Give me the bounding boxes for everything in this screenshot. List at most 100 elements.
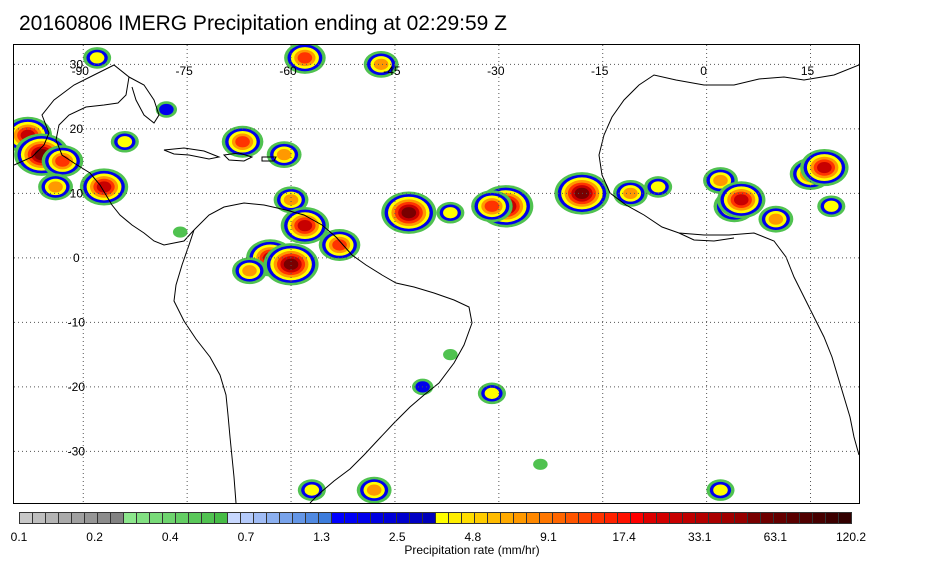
colorbar-swatch bbox=[422, 512, 436, 524]
colorbar-swatch bbox=[396, 512, 410, 524]
colorbar-swatch bbox=[19, 512, 33, 524]
colorbar-swatch bbox=[669, 512, 683, 524]
precip-cell bbox=[533, 458, 548, 470]
colorbar-swatch bbox=[162, 512, 176, 524]
longitude-label: -75 bbox=[175, 64, 193, 78]
precip-cell bbox=[297, 52, 313, 64]
longitude-label: -90 bbox=[72, 64, 90, 78]
colorbar-swatch bbox=[630, 512, 644, 524]
precip-cell bbox=[297, 220, 313, 232]
colorbar-label: 9.1 bbox=[540, 530, 557, 544]
colorbar-swatch bbox=[292, 512, 306, 524]
colorbar-label: 0.4 bbox=[161, 530, 179, 544]
colorbar bbox=[19, 512, 852, 524]
latitude-label: 30 bbox=[70, 57, 84, 71]
colorbar-label: 0.2 bbox=[86, 530, 103, 544]
coastline-west-south-america bbox=[173, 229, 237, 503]
colorbar-swatch bbox=[58, 512, 72, 524]
colorbar-label: 33.1 bbox=[688, 530, 712, 544]
colorbar-swatch bbox=[435, 512, 449, 524]
colorbar-swatch bbox=[643, 512, 657, 524]
precip-cell bbox=[117, 136, 133, 148]
colorbar-swatch bbox=[812, 512, 826, 524]
colorbar-label: 2.5 bbox=[388, 530, 406, 544]
colorbar-swatch bbox=[565, 512, 579, 524]
precip-cell bbox=[373, 58, 389, 70]
colorbar-swatch bbox=[682, 512, 696, 524]
colorbar-swatch bbox=[305, 512, 319, 524]
longitude-label: -60 bbox=[279, 64, 297, 78]
precip-cell bbox=[650, 181, 666, 193]
coastline-gulf-of-guinea bbox=[678, 232, 735, 242]
coastline-puerto-rico bbox=[261, 156, 277, 162]
precip-cell bbox=[283, 258, 299, 270]
colorbar-swatch bbox=[461, 512, 475, 524]
colorbar-swatch bbox=[786, 512, 800, 524]
colorbar-swatch bbox=[331, 512, 345, 524]
colorbar-title: Precipitation rate (mm/hr) bbox=[404, 543, 540, 557]
colorbar-swatch bbox=[383, 512, 397, 524]
longitude-label: -15 bbox=[591, 64, 609, 78]
precip-cell bbox=[276, 149, 292, 161]
precip-layer bbox=[14, 45, 849, 503]
colorbar-swatch bbox=[487, 512, 501, 524]
colorbar-swatch bbox=[214, 512, 228, 524]
graticule bbox=[14, 45, 859, 503]
longitude-label: -45 bbox=[383, 64, 401, 78]
precip-cell bbox=[332, 239, 347, 251]
colorbar-swatch bbox=[344, 512, 358, 524]
colorbar-swatch bbox=[253, 512, 267, 524]
coastlines bbox=[14, 64, 859, 503]
coastline-cuba bbox=[163, 147, 221, 160]
latitude-labels: 30 20 10 0 -10 -20 -30 bbox=[68, 57, 86, 458]
colorbar-label: 63.1 bbox=[763, 530, 788, 544]
coastline-africa bbox=[598, 64, 859, 456]
longitude-labels: -90 -75 -60 -45 -30 -15 0 15 bbox=[72, 64, 815, 78]
colorbar-swatch bbox=[604, 512, 618, 524]
colorbar-swatch bbox=[71, 512, 85, 524]
colorbar-swatch bbox=[266, 512, 280, 524]
colorbar-swatch bbox=[188, 512, 202, 524]
colorbar-swatch bbox=[695, 512, 709, 524]
coastline-florida bbox=[128, 76, 160, 124]
longitude-label: -30 bbox=[487, 64, 505, 78]
precip-cell bbox=[713, 174, 728, 187]
colorbar-swatch bbox=[409, 512, 423, 524]
colorbar-swatch bbox=[838, 512, 852, 524]
precip-cell bbox=[242, 265, 257, 277]
colorbar-swatch bbox=[45, 512, 59, 524]
precip-cell bbox=[55, 155, 70, 167]
colorbar-swatch bbox=[474, 512, 488, 524]
precip-cell bbox=[768, 213, 784, 225]
colorbar-label: 4.8 bbox=[464, 530, 482, 544]
precip-cell bbox=[817, 161, 832, 174]
colorbar-swatch bbox=[708, 512, 722, 524]
colorbar-swatch bbox=[591, 512, 605, 524]
precip-cell bbox=[484, 200, 500, 212]
colorbar-swatch bbox=[370, 512, 384, 524]
colorbar-label: 17.4 bbox=[612, 530, 636, 544]
precipitation-map[interactable]: -90 -75 -60 -45 -30 -15 0 15 30 20 10 0 -10 -20 -30 bbox=[13, 44, 860, 504]
colorbar-swatch bbox=[526, 512, 540, 524]
colorbar-swatch bbox=[825, 512, 839, 524]
colorbar-swatch bbox=[773, 512, 787, 524]
colorbar-swatch bbox=[539, 512, 553, 524]
colorbar-swatch bbox=[227, 512, 241, 524]
latitude-label: 10 bbox=[70, 186, 84, 200]
longitude-label: 0 bbox=[700, 64, 707, 78]
precip-cell bbox=[96, 181, 112, 193]
precip-cell bbox=[574, 187, 590, 199]
colorbar-label: 0.1 bbox=[10, 530, 28, 544]
map-canvas: -90 -75 -60 -45 -30 -15 0 15 30 20 10 0 -10 -20 -30 bbox=[14, 45, 859, 503]
colorbar-swatch bbox=[201, 512, 215, 524]
colorbar-swatch bbox=[32, 512, 46, 524]
precip-cell bbox=[235, 136, 250, 148]
precip-cell bbox=[366, 484, 382, 496]
colorbar-swatch bbox=[552, 512, 566, 524]
latitude-label: -20 bbox=[68, 380, 86, 394]
colorbar-swatch bbox=[97, 512, 111, 524]
colorbar-swatch bbox=[747, 512, 761, 524]
colorbar-label: 1.3 bbox=[313, 530, 330, 544]
colorbar-label: 0.7 bbox=[237, 530, 255, 544]
colorbar-swatch bbox=[799, 512, 813, 524]
